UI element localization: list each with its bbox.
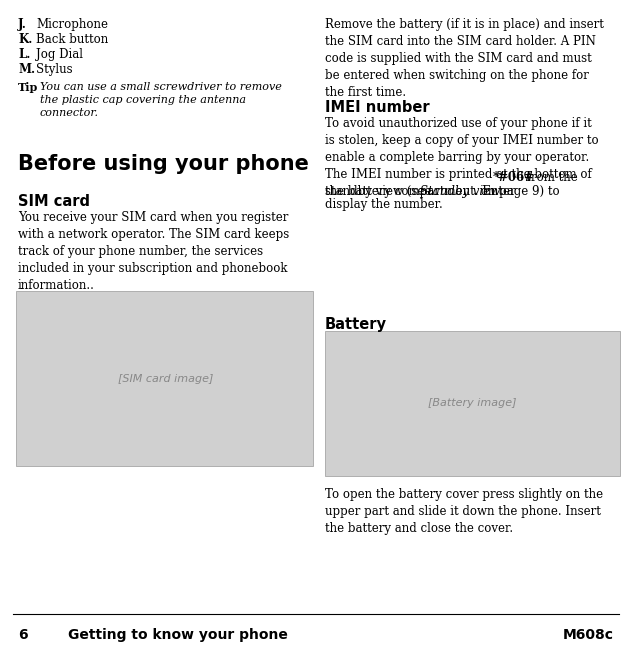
Text: *#06#: *#06# [493,171,535,184]
Text: You receive your SIM card when you register
with a network operator. The SIM car: You receive your SIM card when you regis… [18,211,289,292]
Text: Stylus: Stylus [36,63,73,76]
Text: from the: from the [523,171,578,184]
Text: K.: K. [18,33,32,46]
Text: To open the battery cover press slightly on the
upper part and slide it down the: To open the battery cover press slightly… [325,488,603,535]
Text: To avoid unauthorized use of your phone if it
is stolen, keep a copy of your IME: To avoid unauthorized use of your phone … [325,117,599,198]
Bar [16,291,313,466]
Text: SIM card: SIM card [18,194,90,209]
Text: M.: M. [18,63,35,76]
Text: L.: L. [18,48,30,61]
Text: on page 9) to: on page 9) to [477,184,559,197]
Text: Back button: Back button [36,33,108,46]
Text: Remove the battery (if it is in place) and insert
the SIM card into the SIM card: Remove the battery (if it is in place) a… [325,18,604,99]
Text: M608c: M608c [563,628,614,642]
Text: Before using your phone: Before using your phone [18,154,309,174]
Text: display the number.: display the number. [325,198,443,211]
Text: Getting to know your phone: Getting to know your phone [68,628,288,642]
Text: [Battery image]: [Battery image] [428,399,517,409]
Text: You can use a small screwdriver to remove
the plastic cap covering the antenna
c: You can use a small screwdriver to remov… [40,82,282,118]
Text: [SIM card image]: [SIM card image] [118,374,213,384]
Text: Battery: Battery [325,317,387,332]
Text: IMEI number: IMEI number [325,100,430,115]
Text: Microphone: Microphone [36,18,108,31]
Bar [325,331,620,476]
Text: Tip: Tip [18,82,39,93]
Text: J.: J. [18,18,27,31]
Text: standby view (see: standby view (see [325,184,435,197]
Text: 6: 6 [18,628,28,642]
Text: Jog Dial: Jog Dial [36,48,83,61]
Text: Standby view: Standby view [420,184,500,197]
